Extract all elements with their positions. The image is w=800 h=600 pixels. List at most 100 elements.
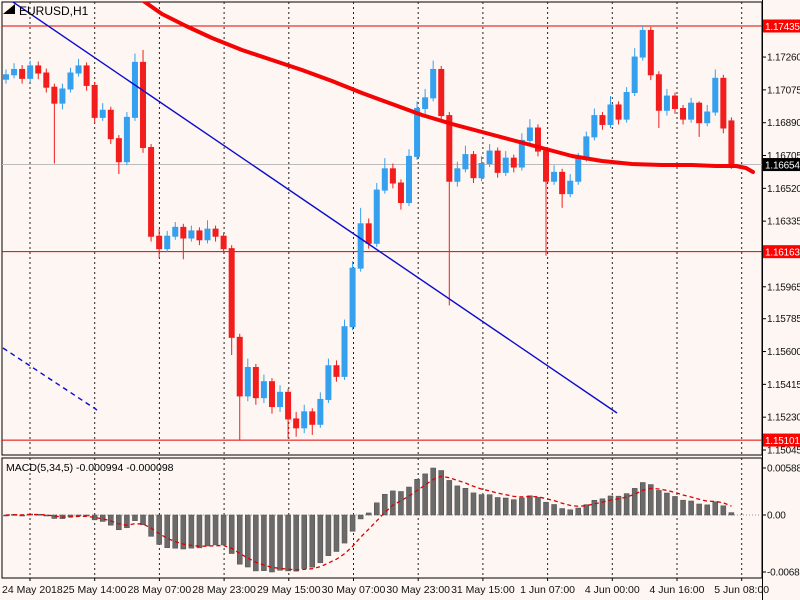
macd-histogram-bar [551,504,557,516]
time-axis[interactable]: 24 May 2018 25 May 14:00 28 May 07:00 28 Ma… [2,578,769,596]
candle [486,143,493,168]
candle [293,411,300,437]
candle [623,87,630,123]
trendline-dashed[interactable] [2,347,98,411]
macd-histogram-bar [349,514,356,532]
candle-body [148,147,155,237]
candle-body [365,223,372,244]
candle-body [107,109,114,140]
candle [3,69,9,84]
macd-histogram-bar [140,514,146,526]
candle-body [720,77,727,129]
price-axis[interactable]: 1.17260 1.17075 1.16890 1.16705 1.16520 1.163… [762,19,800,579]
price-tick-label: 1.15965 [767,282,800,293]
macd-signal-line[interactable] [5,475,732,571]
macd-panel[interactable] [1,457,763,579]
macd-histogram-bar [261,514,267,571]
candle-body [567,180,574,195]
macd-histogram-bar [245,514,251,568]
candle [663,88,670,116]
candle-body [341,326,348,377]
macd-histogram-bar [309,514,316,568]
candle [406,149,412,207]
candle-body [446,115,453,182]
candle [655,71,662,129]
time-tick-label: 24 May 2018 [2,584,63,596]
candle [19,65,26,84]
candle [671,92,678,114]
candle [148,143,155,242]
candle [131,53,138,121]
candle [156,229,163,258]
candle [478,156,485,182]
candle-body [140,61,147,149]
candle-body [204,228,211,241]
macd-histogram-bar [204,514,211,547]
macd-histogram-bar [382,494,388,516]
macd-histogram-bar [511,499,517,516]
candle-body [688,102,695,120]
main-chart-content[interactable] [2,0,762,441]
price-tick-label: 1.16705 [767,151,800,162]
macd-histogram-bar [156,514,162,545]
candle [438,65,445,121]
time-tick-label: 28 May 23:00 [192,584,256,596]
time-tick-label: 30 May 07:00 [322,584,386,596]
candle [115,135,122,175]
candle [728,117,735,169]
candle-body [59,88,66,104]
candle [591,108,598,141]
candle-body [43,72,50,88]
candle [470,151,477,184]
candle-body [268,381,275,408]
macd-histogram-bar [712,501,719,516]
macd-histogram-bar [341,514,348,544]
macd-histogram-bar [559,508,565,516]
macd-histogram-bar [575,507,582,516]
macd-histogram-bar [132,514,138,521]
macd-histogram-bar [269,514,275,573]
candle-body [728,120,735,166]
macd-histogram-bar [164,514,170,548]
macd-histogram-bar [664,492,670,516]
candle-body [75,65,82,74]
symbol-timeframe-label: EURUSD,H1 [19,4,89,18]
candle [543,147,550,256]
macd-content[interactable] [2,467,762,573]
candle-body [27,65,34,79]
candle-body [470,154,477,179]
price-tick-label: 1.17075 [767,85,800,96]
macd-histogram-bar [398,491,404,516]
candle [526,119,533,144]
candle-body [526,127,533,141]
time-tick-label: 31 May 15:00 [451,584,515,596]
candle-body [663,95,670,111]
macd-histogram-bar [406,486,412,516]
candle-body [357,223,364,269]
macd-histogram-bar [390,490,396,516]
macd-histogram-bar [124,514,130,529]
macd-histogram-bar [519,497,525,516]
ma-line[interactable] [141,0,755,174]
candle-body [123,116,130,163]
candle [220,232,227,254]
candle [172,222,179,240]
candle-body [454,168,461,182]
macd-histogram-bar [228,514,235,554]
trendline-descending[interactable] [10,0,618,414]
candle [43,68,50,93]
candle-body [462,154,469,170]
candle [680,104,687,125]
candle [414,101,421,160]
candle [373,183,380,247]
candle-body [252,367,259,399]
macd-histogram-bar [462,487,469,516]
candle-body [551,171,558,182]
candle [91,81,98,123]
candle-body [277,391,284,408]
price-badge [763,433,800,447]
macd-histogram-bar [422,473,428,516]
candle [712,69,719,116]
